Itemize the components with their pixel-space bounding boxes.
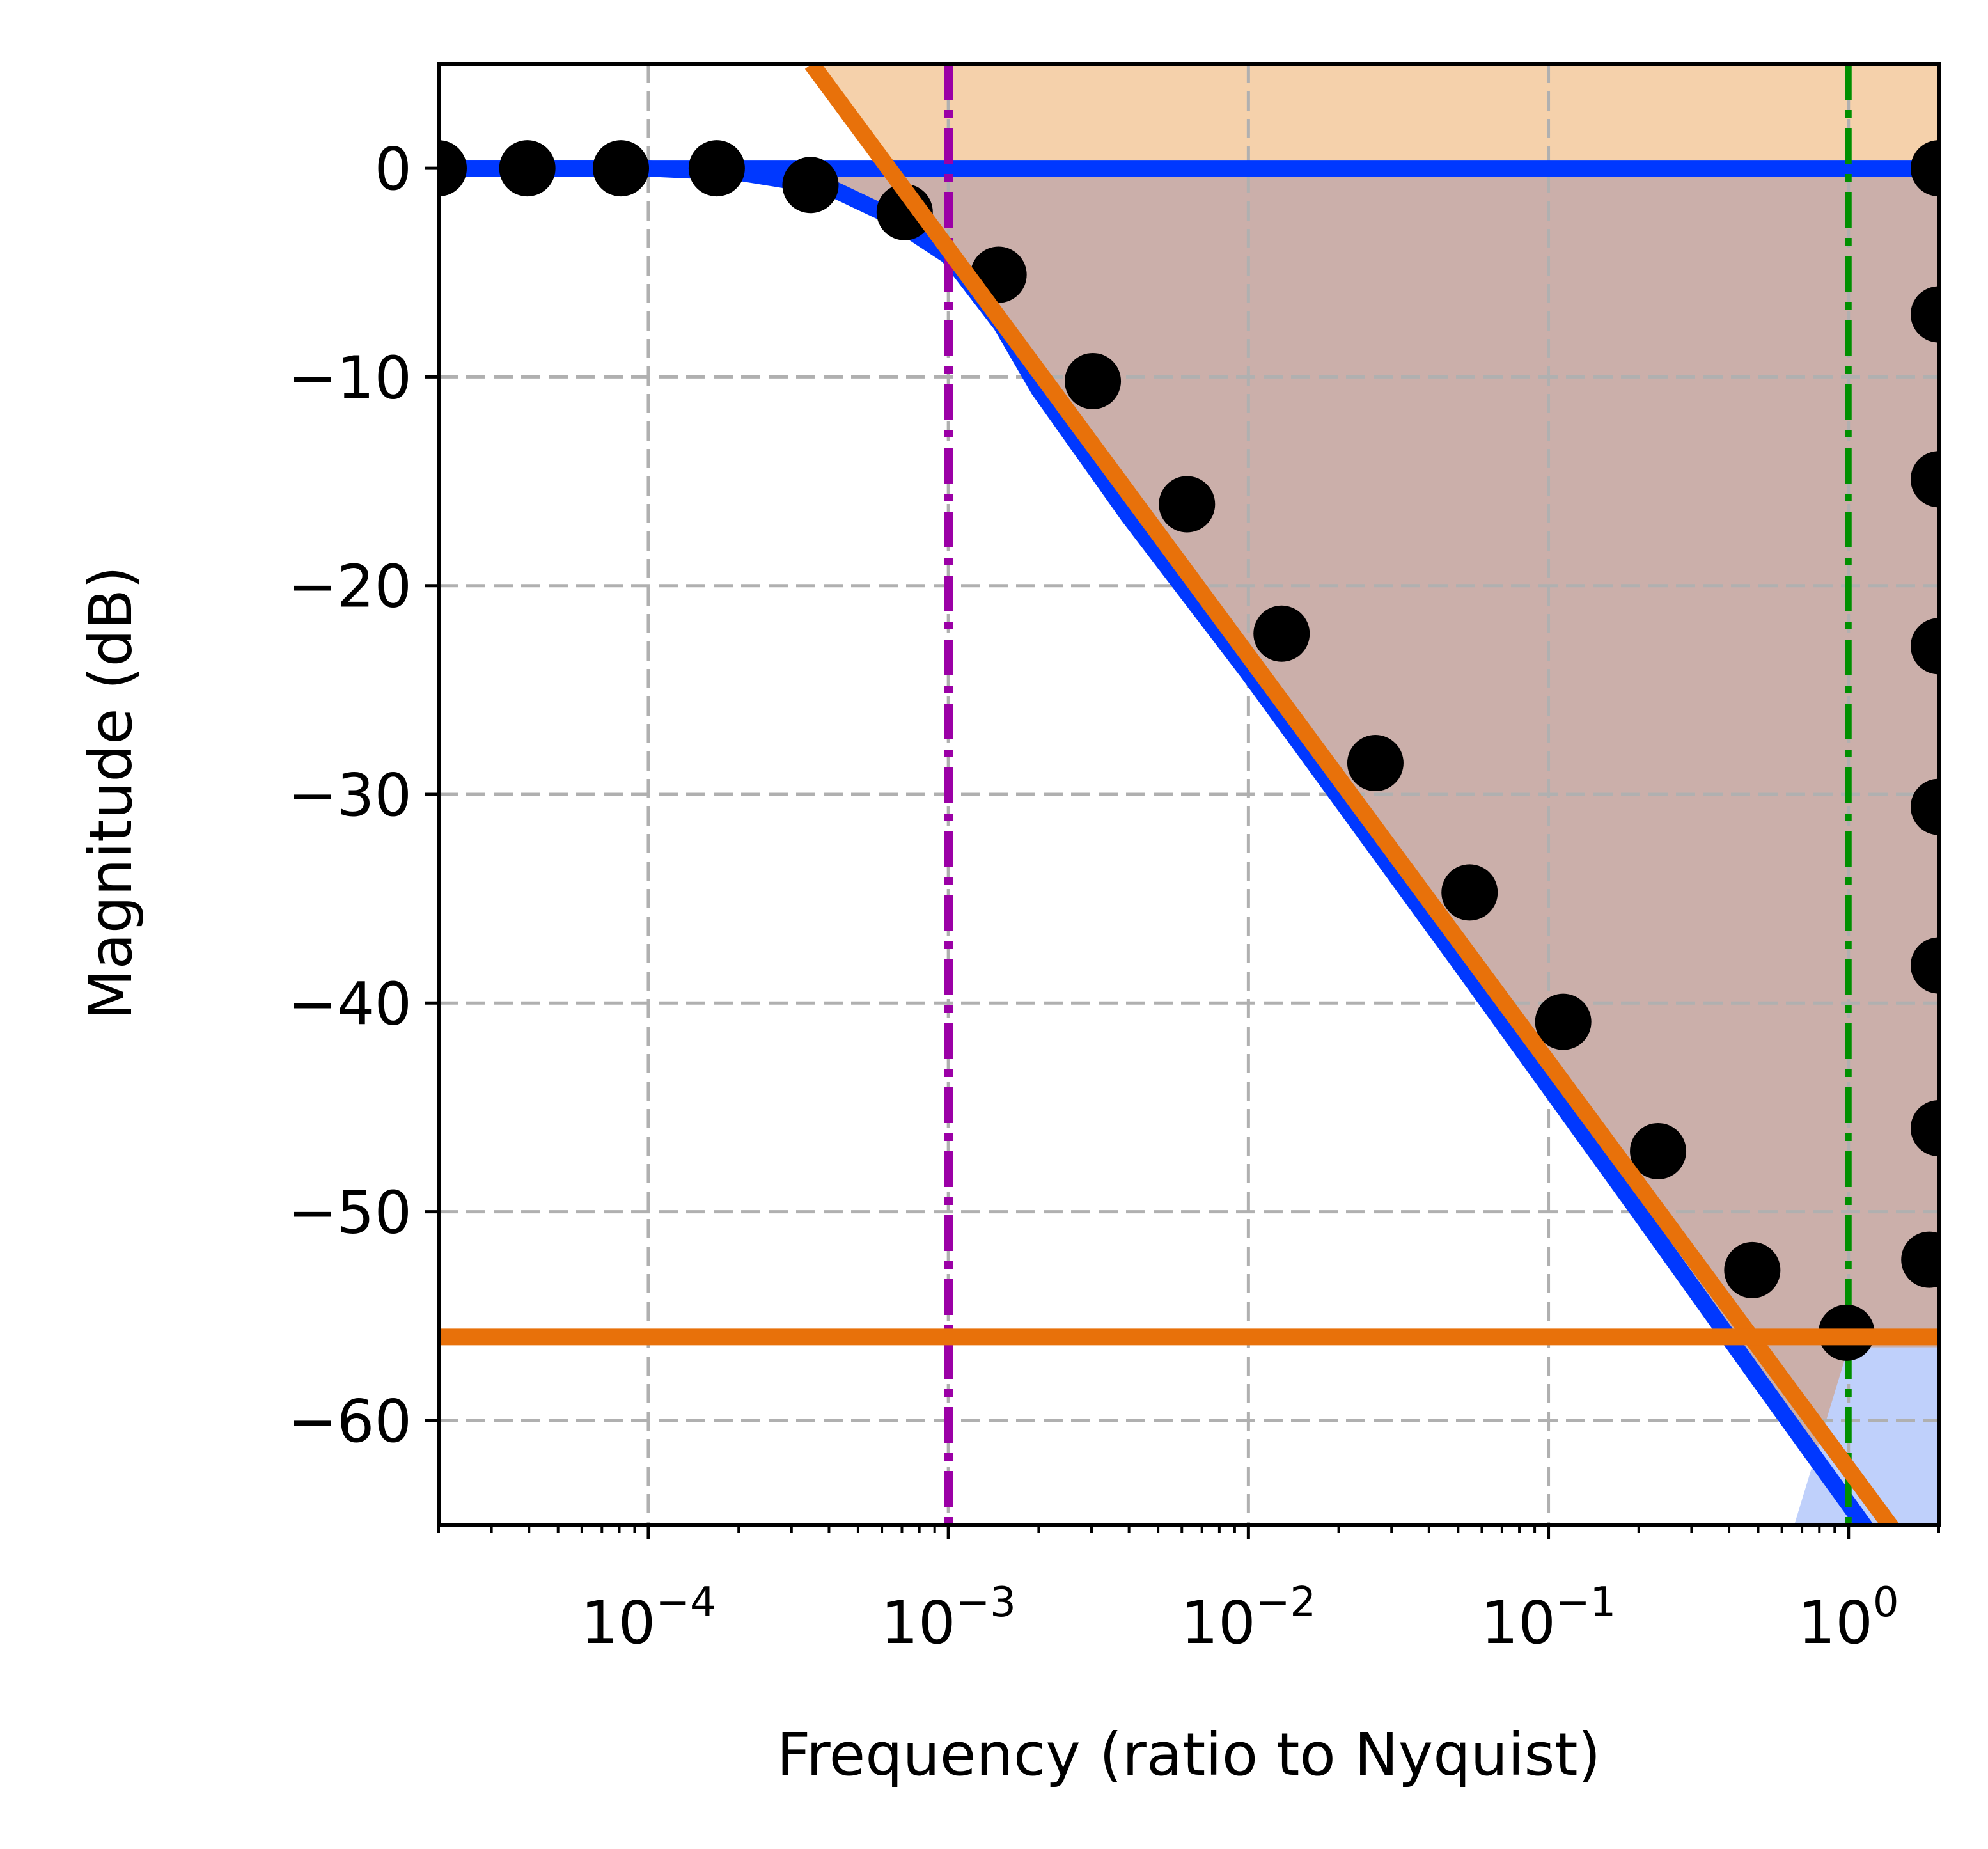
data-point xyxy=(1911,778,1939,835)
data-point xyxy=(1159,476,1216,533)
y-tick-label: −50 xyxy=(288,1179,412,1247)
data-point xyxy=(1911,1100,1939,1157)
y-tick-label: −60 xyxy=(288,1387,412,1456)
x-tick-label: 10−4 xyxy=(581,1579,716,1657)
data-point xyxy=(1535,993,1592,1050)
series-blue-response-line xyxy=(439,160,1874,1525)
data-point xyxy=(782,157,839,214)
series-layer xyxy=(439,64,1939,1525)
x-tick-label: 100 xyxy=(1798,1579,1899,1657)
data-point xyxy=(1911,618,1939,675)
data-point xyxy=(1911,451,1939,508)
y-tick-label: −10 xyxy=(288,343,412,412)
x-tick-label: 10−3 xyxy=(881,1579,1015,1657)
data-point xyxy=(439,140,467,197)
data-point xyxy=(1065,352,1122,409)
data-point xyxy=(499,140,556,197)
data-point xyxy=(1901,1231,1939,1288)
data-point xyxy=(593,140,650,197)
data-point xyxy=(1911,937,1939,994)
data-point xyxy=(1911,140,1939,197)
data-point xyxy=(1253,605,1310,662)
data-point xyxy=(1724,1241,1781,1298)
y-tick-label: −40 xyxy=(288,970,412,1038)
series-orange-asymptote-line xyxy=(804,64,1900,1525)
y-tick-label: −20 xyxy=(288,553,412,621)
data-point xyxy=(1630,1122,1687,1179)
axis-ticks: 0 −10 −20 −30 −40 −50 −60 10−4 10−3 10−2 10−1 100 xyxy=(288,135,1940,1657)
x-tick-label: 10−1 xyxy=(1481,1579,1616,1657)
y-tick-label: 0 xyxy=(374,135,412,203)
data-point xyxy=(1347,735,1404,792)
y-axis-label: Magnitude (dB) xyxy=(77,566,145,1020)
y-tick-label: −30 xyxy=(288,761,412,830)
x-axis-label: Frequency (ratio to Nyquist) xyxy=(777,1720,1601,1789)
data-point xyxy=(688,140,745,197)
data-point xyxy=(1911,286,1939,343)
data-point xyxy=(1441,864,1498,921)
x-tick-label: 10−2 xyxy=(1181,1579,1316,1657)
